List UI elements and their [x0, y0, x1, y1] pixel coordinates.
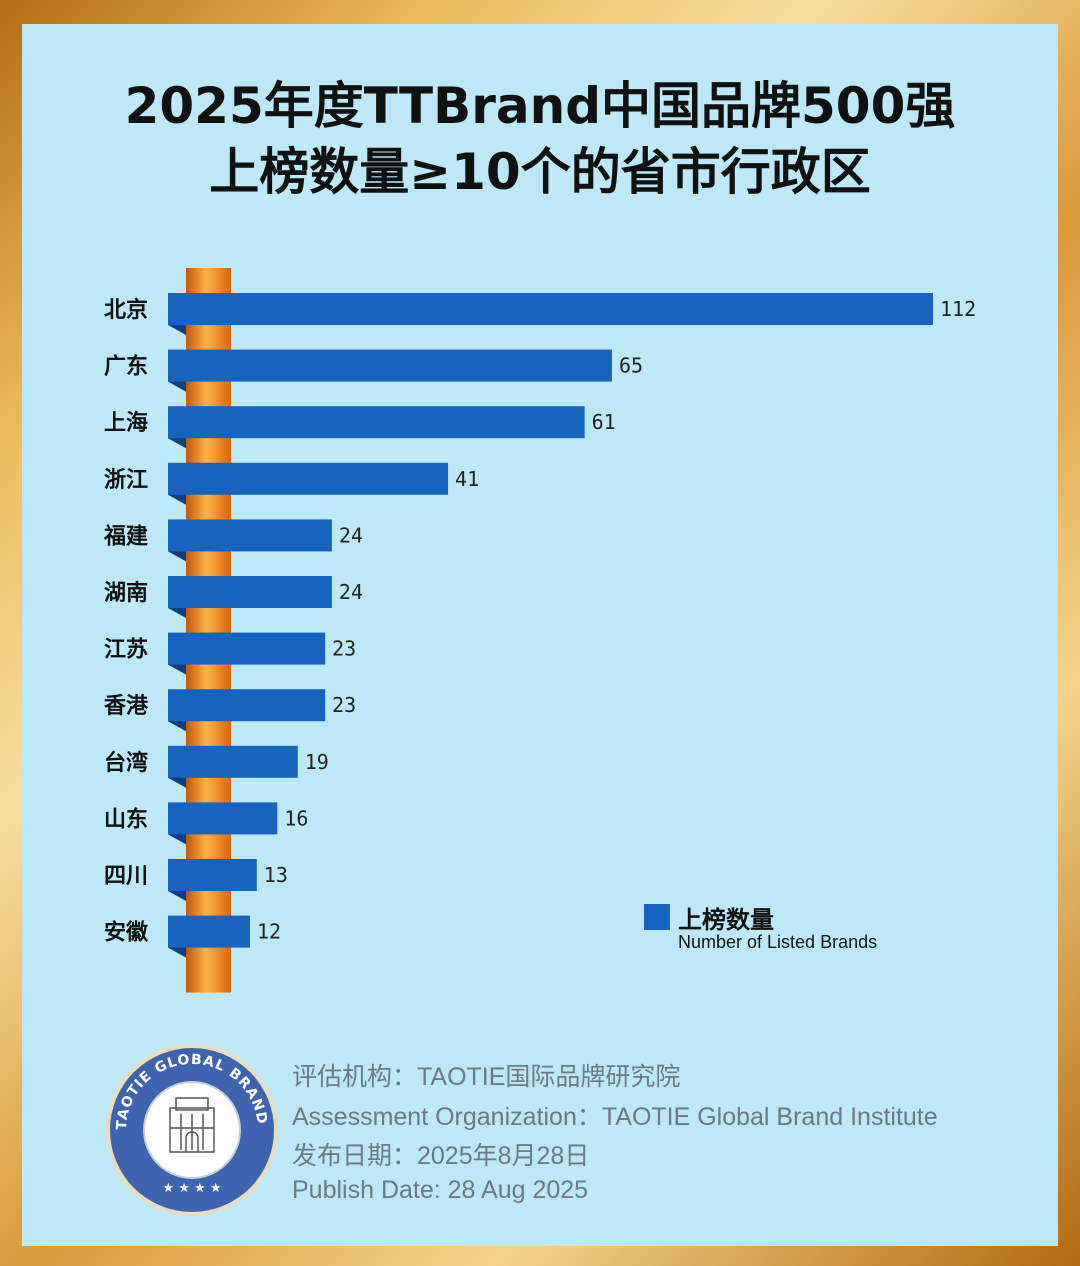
poster-panel: 2025年度TTBrand中国品牌500强 上榜数量≥10个的省市行政区 北京 1…: [22, 24, 1058, 1246]
bar: [168, 406, 585, 439]
title-line-1: 2025年度TTBrand中国品牌500强: [124, 77, 956, 135]
data-label: 23: [332, 693, 356, 717]
category-label: 台湾: [104, 750, 148, 776]
category-label: 香港: [104, 694, 149, 719]
data-label: 19: [305, 750, 329, 774]
bar: [168, 293, 933, 325]
footer-org-cn: 评估机构：TAOTIE国际品牌研究院: [292, 1063, 681, 1091]
data-label: 24: [339, 580, 363, 604]
bar-chart: 北京 112 广东 65 上海 61 浙江 41 福建 24 湖南 24 江苏 23 香港 23 台湾 19 山东 1…: [103, 268, 976, 993]
data-label: 16: [284, 806, 308, 830]
category-label: 广东: [104, 354, 148, 380]
category-label: 北京: [104, 297, 148, 323]
bar: [168, 859, 257, 891]
bar: [168, 915, 250, 948]
category-label: 湖南: [104, 581, 148, 606]
bar: [168, 462, 449, 495]
legend-series-name: 上榜数量: [678, 906, 774, 934]
data-label: 23: [332, 637, 356, 661]
bar: [168, 632, 326, 665]
category-label: 江苏: [104, 637, 148, 663]
institute-logo: TAOTIE GLOBAL BRAND INSTITUTE ★ ★ ★ ★: [104, 1042, 278, 1216]
data-label: 24: [339, 523, 363, 547]
bar: [168, 349, 612, 382]
data-label: 13: [264, 863, 288, 887]
category-label: 浙江: [104, 468, 148, 493]
bar: [168, 745, 298, 778]
bar: [168, 802, 278, 835]
building-icon: [169, 1097, 215, 1153]
bar: [168, 519, 332, 552]
footer-org-en: Assessment Organization：TAOTIE Global Br…: [292, 1103, 938, 1131]
data-label: 112: [940, 297, 976, 321]
data-label: 41: [455, 467, 479, 491]
footer-date-en: Publish Date: 28 Aug 2025: [292, 1176, 589, 1204]
data-label: 65: [619, 354, 643, 378]
bar: [168, 689, 326, 722]
legend-series-subtitle: Number of Listed Brands: [678, 932, 878, 952]
bar: [168, 576, 332, 608]
category-label: 福建: [103, 524, 148, 549]
legend-swatch: [644, 904, 670, 930]
category-label: 山东: [104, 806, 148, 832]
title-line-2: 上榜数量≥10个的省市行政区: [209, 143, 871, 201]
data-label: 12: [257, 920, 281, 944]
data-label: 61: [592, 410, 616, 434]
category-label: 安徽: [104, 920, 149, 946]
category-label: 上海: [104, 410, 148, 436]
category-label: 四川: [104, 864, 148, 889]
logo-stars: ★ ★ ★ ★: [162, 1181, 221, 1196]
footer-date-cn: 发布日期：2025年8月28日: [292, 1142, 590, 1170]
